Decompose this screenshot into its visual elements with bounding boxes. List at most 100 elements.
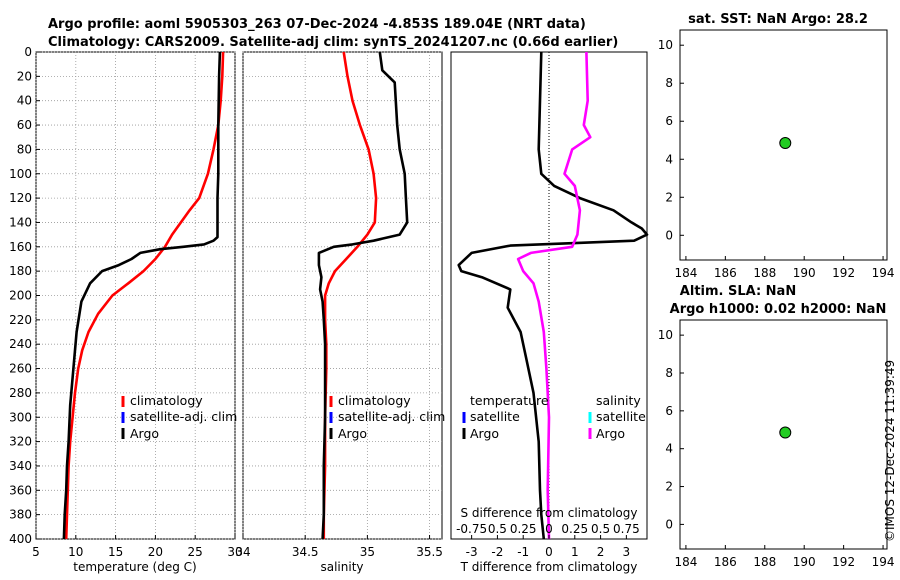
sla-ytick-label: 10 <box>658 328 673 342</box>
salinity-panel: 34 34.5 35 35.5 salinity climatology satell… <box>235 51 445 574</box>
temp-series-argo <box>62 51 222 540</box>
sst-ytick-label: 8 <box>665 76 673 90</box>
depth-tick-label: 260 <box>9 362 32 376</box>
sla-xtick-label: 186 <box>714 555 737 569</box>
sla-title-line2: Argo h1000: 0.02 h2000: NaN <box>670 302 887 317</box>
sla-profile-location-marker <box>779 426 792 439</box>
depth-tick-label: 300 <box>9 410 32 424</box>
sla-ytick-label: 0 <box>665 517 673 531</box>
sst-title: sat. SST: NaN Argo: 28.2 <box>688 12 868 27</box>
depth-tick-label: 340 <box>9 459 32 473</box>
temperature-xticks: 5 10 15 20 25 30 <box>32 535 243 559</box>
sla-ytick-label: 8 <box>665 366 673 380</box>
temp-xtick-label: 25 <box>188 545 203 559</box>
s-diff-tick-label: 0.25 <box>510 522 537 536</box>
sst-xtick-label: 192 <box>832 266 855 280</box>
salinity-xlabel: salinity <box>320 560 363 574</box>
temp-xtick-label: 10 <box>68 545 83 559</box>
depth-ticks: 0 20 40 60 80 100 120 140 160 180 200 220 240 260 280 3… <box>9 45 40 546</box>
sla-title-line1: Altim. SLA: NaN <box>680 284 796 299</box>
depth-tick-label: 100 <box>9 167 32 181</box>
depth-tick-label: 400 <box>9 532 32 546</box>
temp-xtick-label: 30 <box>227 545 242 559</box>
s-diff-tick-label: 0.75 <box>613 522 640 536</box>
legend-satellite-adj-2: satellite-adj. clim <box>338 409 445 424</box>
depth-tick-label: 180 <box>9 264 32 278</box>
sst-xtick-label: 186 <box>714 266 737 280</box>
temp-xtick-label: 5 <box>32 545 40 559</box>
diff-series-argo-temperature <box>457 51 649 540</box>
salinity-series <box>317 51 409 540</box>
sla-xtick-label: 190 <box>793 555 816 569</box>
legend-temp-satellite: satellite <box>470 409 520 424</box>
temperature-panel: 5 10 15 20 25 30 0 20 40 60 80 100 120 140 160 180 200 2… <box>9 45 243 574</box>
depth-tick-label: 320 <box>9 435 32 449</box>
legend-temp-argo: Argo <box>470 426 499 441</box>
depth-tick-label: 40 <box>17 94 32 108</box>
s-diff-tick-label: 0 <box>545 522 553 536</box>
depth-tick-label: 120 <box>9 191 32 205</box>
diff-xtick-label: 1 <box>571 545 579 559</box>
depth-tick-label: 200 <box>9 289 32 303</box>
figure-title-line1: Argo profile: aoml 5905303_263 07-Dec-20… <box>48 17 586 32</box>
diff-xtick-label: -1 <box>517 545 529 559</box>
difference-xticks: -3 -2 -1 0 1 2 3 <box>466 535 631 559</box>
difference-series <box>457 51 649 540</box>
depth-tick-label: 80 <box>17 142 32 156</box>
sla-xtick-label: 194 <box>872 555 895 569</box>
depth-tick-label: 280 <box>9 386 32 400</box>
temp-series-climatology <box>64 51 225 540</box>
s-diff-tick-label: 0.5 <box>488 522 507 536</box>
sla-xtick-label: 188 <box>753 555 776 569</box>
legend-climatology: climatology <box>130 393 203 408</box>
diff-series-argo-salinity <box>516 51 592 540</box>
diff-xtick-label: -2 <box>491 545 503 559</box>
t-difference-label: T difference from climatology <box>460 560 638 574</box>
s-difference-ticks: -0.75 0.5 0.25 0 0.25 0.5 0.75 <box>456 522 640 536</box>
depth-tick-label: 20 <box>17 69 32 83</box>
sst-ytick-label: 4 <box>665 152 673 166</box>
sst-ytick-label: 6 <box>665 114 673 128</box>
sla-ticks: 184 186 188 190 192 194 0 2 4 6 8 10 <box>658 328 895 569</box>
temp-xtick-label: 15 <box>108 545 123 559</box>
depth-tick-label: 220 <box>9 313 32 327</box>
sst-xtick-label: 194 <box>872 266 895 280</box>
legend-salinity-heading: salinity <box>596 393 641 408</box>
sla-xtick-label: 184 <box>674 555 697 569</box>
diff-xtick-label: -3 <box>466 545 478 559</box>
sla-xtick-label: 192 <box>832 555 855 569</box>
sla-points <box>779 426 792 439</box>
sst-profile-location-marker <box>779 137 792 150</box>
s-diff-tick-label: 0.25 <box>561 522 588 536</box>
salinity-grid <box>242 51 442 540</box>
imos-timestamp: ©IMOS 12-Dec-2024 11:39:49 <box>883 360 897 542</box>
depth-tick-label: 0 <box>24 45 32 59</box>
depth-tick-label: 380 <box>9 508 32 522</box>
sal-series-argo <box>317 51 409 540</box>
sst-xtick-label: 190 <box>793 266 816 280</box>
legend-argo: Argo <box>130 426 159 441</box>
depth-tick-label: 60 <box>17 118 32 132</box>
s-difference-label: S difference from climatology <box>461 506 638 520</box>
depth-tick-label: 360 <box>9 483 32 497</box>
sst-ytick-label: 10 <box>658 38 673 52</box>
temperature-grid <box>35 51 236 540</box>
legend-argo-2: Argo <box>338 426 367 441</box>
sst-ytick-label: 2 <box>665 190 673 204</box>
sst-panel: sat. SST: NaN Argo: 28.2 184 186 188 190 192… <box>658 12 895 280</box>
sla-ytick-label: 4 <box>665 442 673 456</box>
sla-panel: Altim. SLA: NaN Argo h1000: 0.02 h2000: … <box>658 284 895 569</box>
legend-satellite-adj: satellite-adj. clim <box>130 409 237 424</box>
legend-temperature-heading: temperature <box>470 393 549 408</box>
temp-xtick-label: 20 <box>148 545 163 559</box>
figure-title-line2: Climatology: CARS2009. Satellite-adj cli… <box>48 35 618 50</box>
diff-xtick-label: 2 <box>597 545 605 559</box>
depth-tick-label: 140 <box>9 215 32 229</box>
diff-xtick-label: 3 <box>623 545 631 559</box>
diff-xtick-label: 0 <box>545 545 553 559</box>
sal-xtick-label: 34.5 <box>292 545 319 559</box>
sst-points <box>779 137 792 150</box>
s-diff-tick-label: -0.75 <box>456 522 487 536</box>
sal-xtick-label: 34 <box>235 545 250 559</box>
